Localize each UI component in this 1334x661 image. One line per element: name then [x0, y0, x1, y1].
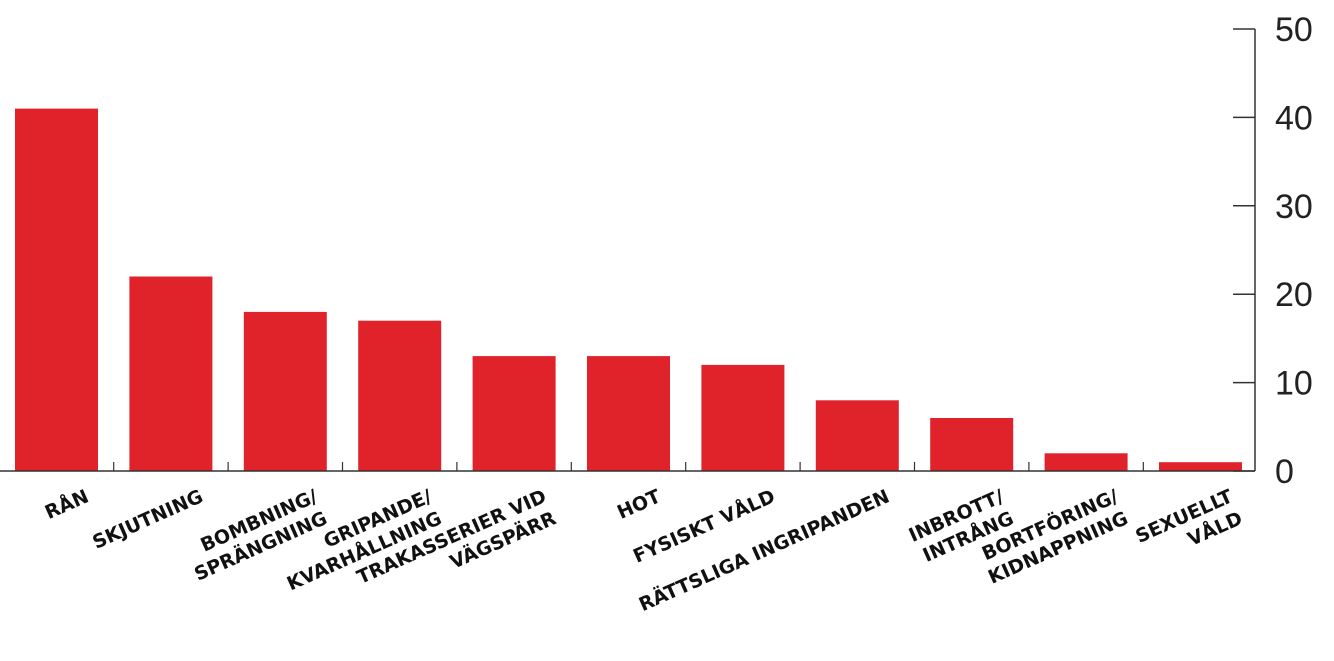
bar-6	[701, 364, 785, 471]
bar-0	[15, 108, 98, 471]
bars-group	[15, 108, 1242, 471]
category-label-line: SKJUTNING	[89, 485, 206, 553]
category-label-line: RÅN	[41, 484, 92, 524]
y-tick-label-0: 0	[1275, 453, 1294, 491]
category-label-line: HOT	[614, 485, 664, 523]
y-tick-label-20: 20	[1275, 276, 1313, 314]
axes-group: 0 10 20 30 40 50	[0, 11, 1313, 491]
bar-9	[1044, 453, 1128, 471]
bar-1	[129, 276, 213, 471]
bar-10	[1159, 462, 1242, 471]
category-label-0: RÅN	[41, 484, 92, 524]
bar-5	[587, 356, 670, 471]
bar-4	[472, 356, 556, 471]
bar-2	[243, 311, 327, 471]
bar-3	[358, 320, 442, 471]
y-tick-label-10: 10	[1275, 365, 1313, 403]
y-tick-label-50: 50	[1275, 11, 1313, 49]
bar-7	[815, 400, 899, 471]
y-tick-label-40: 40	[1275, 99, 1313, 137]
category-label-1: SKJUTNING	[89, 485, 206, 553]
category-labels-group: RÅNSKJUTNINGBOMBNING/SPRÄNGNINGGRIPANDE/…	[41, 484, 1246, 616]
category-label-5: HOT	[614, 485, 664, 523]
y-tick-label-30: 30	[1275, 188, 1313, 226]
bar-8	[930, 418, 1014, 471]
